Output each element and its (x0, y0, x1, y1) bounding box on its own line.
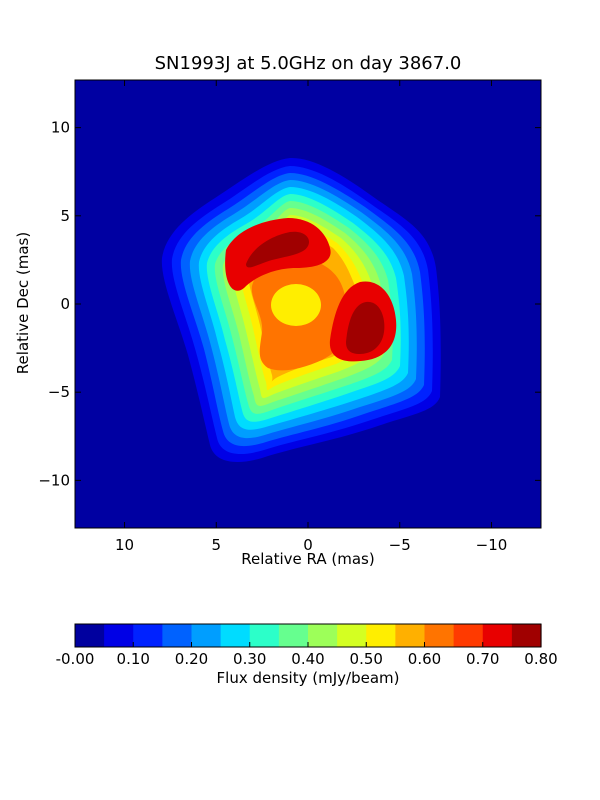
colorbar-cell (482, 624, 513, 647)
colorbar-cell (366, 624, 396, 647)
colorbar-tick-label: 0.40 (291, 650, 324, 668)
hotspot-se-inner (346, 301, 385, 354)
colorbar-cell (249, 624, 280, 647)
colorbar-tick-label: 0.70 (466, 650, 499, 668)
colorbar-cell (220, 624, 251, 647)
hotspots (225, 218, 397, 362)
colorbar-tick-label: 0.10 (117, 650, 150, 668)
chart-title: SN1993J at 5.0GHz on day 3867.0 (155, 53, 462, 74)
colorbar-cell (278, 624, 309, 647)
colorbar-cell (191, 624, 222, 647)
x-tick-label: 0 (303, 536, 313, 554)
colorbar-label: Flux density (mJy/beam) (217, 669, 400, 687)
colorbar-cell (104, 624, 134, 647)
y-tick-label: −10 (38, 471, 70, 489)
plot-area: 10 5 0 −5 −10 10 5 0 −5 −10 (38, 79, 542, 554)
colorbar-tick-label: 0.30 (233, 650, 266, 668)
y-tick-label: −5 (48, 383, 70, 401)
central-yellow-spot (271, 284, 321, 326)
x-tick-label: 5 (211, 536, 221, 554)
x-tick-label: 10 (115, 536, 134, 554)
colorbar-ticks: -0.00 0.10 0.20 0.30 0.40 0.50 0.60 0.70 0.80 (56, 642, 558, 668)
y-tick-label: 0 (60, 295, 70, 313)
colorbar-cell (308, 624, 338, 647)
x-axis-label: Relative RA (mas) (241, 550, 374, 568)
colorbar-cell (424, 624, 455, 647)
y-tick-label: 10 (51, 119, 70, 137)
colorbar-cell (133, 624, 163, 647)
colorbar-cells (75, 624, 542, 647)
x-tick-label: −5 (389, 536, 411, 554)
x-axis-ticks: 10 5 0 −5 −10 (115, 80, 507, 554)
x-tick-label: −10 (476, 536, 508, 554)
colorbar-tick-label: 0.20 (175, 650, 208, 668)
colorbar-tick-label: -0.00 (56, 650, 95, 668)
colorbar-tick-label: 0.80 (524, 650, 557, 668)
hotspot-nw-inner (246, 231, 310, 268)
colorbar-cell (162, 624, 193, 647)
colorbar-tick-label: 0.50 (350, 650, 383, 668)
colorbar-cell (453, 624, 484, 647)
y-axis-ticks: 10 5 0 −5 −10 (38, 119, 541, 489)
colorbar-cell (337, 624, 367, 647)
colorbar-cell (511, 624, 542, 647)
colorbar-cell (395, 624, 426, 647)
colorbar: -0.00 0.10 0.20 0.30 0.40 0.50 0.60 0.70 0.80 Fl… (56, 623, 558, 687)
colorbar-tick-label: 0.60 (408, 650, 441, 668)
y-axis-label: Relative Dec (mas) (14, 232, 32, 374)
y-tick-label: 5 (60, 207, 70, 225)
colorbar-cell (75, 624, 105, 647)
